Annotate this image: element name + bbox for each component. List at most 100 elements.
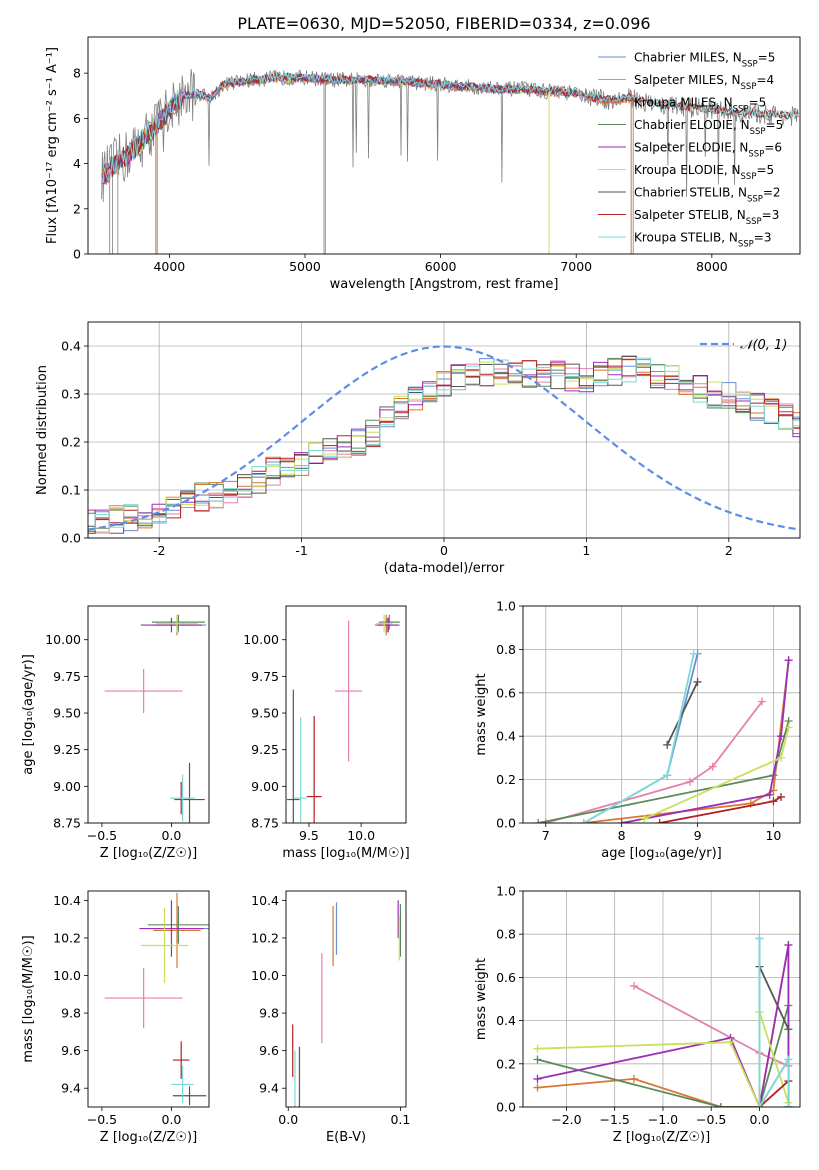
- y-tick-label: 9.6: [259, 1043, 279, 1058]
- weight-point-marker: [769, 797, 778, 806]
- residual-histogram: [88, 360, 800, 533]
- y-tick-label: 2: [73, 201, 81, 216]
- weight-point-marker: [640, 814, 649, 823]
- errorbars: [104, 614, 207, 823]
- weight-point-marker: [755, 934, 764, 943]
- weight-point-marker: [534, 819, 543, 823]
- weight-point-marker: [617, 819, 626, 823]
- y-axis-label: mass weight: [474, 673, 489, 755]
- errorbar-point: [171, 1065, 194, 1104]
- y-tick-label: 8.75: [53, 816, 81, 831]
- y-tick-label: 10.2: [251, 930, 279, 945]
- weight-series-line: [621, 660, 790, 823]
- x-tick-label: −1.0: [648, 1112, 678, 1127]
- x-tick-label: −0.5: [696, 1112, 726, 1127]
- errorbar-point: [377, 617, 399, 633]
- weight-series-line: [758, 938, 790, 1107]
- y-tick-label: 9.00: [53, 779, 81, 794]
- x-tick-label: 8: [618, 828, 626, 843]
- x-tick-label: 6000: [425, 259, 457, 274]
- x-tick-label: 10: [765, 828, 781, 843]
- plot-frame: [522, 890, 801, 1108]
- weight-series-line: [545, 700, 763, 823]
- weight-point-marker: [579, 819, 588, 823]
- weight-series-line: [537, 1011, 790, 1107]
- legend-entry: Chabrier ELODIE, NSSP=5: [634, 118, 783, 137]
- y-tick-label: 1.0: [496, 884, 516, 899]
- x-axis-label: wavelength [Angstrom, rest frame]: [330, 277, 559, 292]
- errorbar-point: [140, 617, 203, 633]
- errorbar-point: [287, 689, 300, 823]
- y-tick-label: 9.75: [251, 669, 279, 684]
- errorbars: [287, 614, 400, 823]
- weight-point-marker: [685, 777, 694, 786]
- x-tick-label: 9.5: [299, 828, 319, 843]
- weight-series-line: [666, 681, 699, 746]
- legend-entry: Kroupa STELIB, NSSP=3: [634, 231, 772, 250]
- y-tick-label: 9.8: [61, 1006, 81, 1021]
- y-tick-label: 8.75: [251, 816, 279, 831]
- weight-point-marker: [629, 982, 638, 991]
- y-tick-label: 0.8: [496, 927, 516, 942]
- y-axis-label: age [log₁₀(age/yr)]: [21, 654, 36, 775]
- x-tick-label: −2.0: [551, 1112, 581, 1127]
- y-tick-label: 0: [73, 247, 81, 262]
- y-tick-label: 0.4: [61, 339, 81, 354]
- weight-point-marker: [777, 732, 786, 741]
- errorbar-point: [375, 614, 393, 633]
- errorbar-point: [153, 892, 201, 969]
- weight-point-marker: [784, 1055, 793, 1064]
- legend-entry: Salpeter STELIB, NSSP=3: [634, 208, 779, 227]
- weight-point-marker: [726, 1038, 735, 1047]
- weight-point-marker: [784, 941, 793, 949]
- errorbar-point: [306, 715, 322, 823]
- plot-frame: [522, 605, 801, 824]
- weight-point-marker: [541, 819, 550, 823]
- y-tick-label: 0.1: [61, 483, 81, 498]
- errorbar-point: [172, 1041, 190, 1079]
- legend-entry: Salpeter ELODIE, NSSP=6: [634, 141, 782, 160]
- y-tick-label: 9.50: [251, 706, 279, 721]
- weight-point-marker: [777, 792, 786, 801]
- weight-point-marker: [629, 1074, 638, 1083]
- y-axis-label: Normed distribution: [35, 365, 50, 495]
- errorbar-point: [147, 906, 209, 944]
- weight-point-marker: [784, 656, 793, 665]
- y-axis-label: mass [log₁₀(M/M☉)]: [21, 935, 36, 1062]
- errorbar-point: [140, 907, 189, 984]
- observed-spectrum: [101, 68, 799, 203]
- x-tick-label: 0.0: [278, 1112, 298, 1127]
- y-tick-label: 9.50: [53, 706, 81, 721]
- weight-point-marker: [716, 1103, 725, 1107]
- y-tick-label: 10.00: [45, 632, 81, 647]
- weight-series-line: [659, 796, 782, 823]
- errorbar-point: [294, 717, 307, 823]
- y-tick-label: 0.3: [61, 387, 81, 402]
- plot-frame: [285, 605, 407, 824]
- errorbars: [292, 900, 401, 1107]
- errorbar-point: [378, 614, 400, 630]
- errorbar-point: [156, 614, 198, 633]
- y-tick-label: 0.4: [496, 1013, 516, 1028]
- y-tick-label: 10.4: [251, 893, 279, 908]
- weight-point-marker: [533, 1044, 542, 1053]
- y-tick-label: 9.4: [259, 1081, 279, 1096]
- weight-vs-Z-panel: −2.0 −1.5 −1.0 −0.5 0.0 0.0 0.2 0.4 0.6 0.8 1.0 Z […: [474, 884, 801, 1145]
- weight-point-marker: [758, 697, 767, 706]
- x-tick-label: -1: [295, 543, 307, 558]
- x-tick-label: −0.5: [87, 1112, 117, 1127]
- x-axis-label: Z [log₁₀(Z/Z☉)]: [100, 846, 197, 861]
- y-tick-label: 0.0: [496, 1100, 516, 1115]
- normal-curve: [88, 345, 800, 531]
- weight-point-marker: [708, 762, 717, 771]
- y-tick-label: 0.6: [496, 685, 516, 700]
- x-tick-label: 2: [725, 543, 733, 558]
- legend-entry: Salpeter MILES, NSSP=4: [634, 73, 774, 92]
- x-tick-label: -2: [153, 543, 165, 558]
- x-tick-label: 8000: [696, 259, 728, 274]
- y-tick-label: 4: [73, 156, 81, 171]
- y-tick-label: 1.0: [496, 599, 516, 614]
- y-tick-label: 9.4: [61, 1081, 81, 1096]
- y-tick-label: 8: [73, 66, 81, 81]
